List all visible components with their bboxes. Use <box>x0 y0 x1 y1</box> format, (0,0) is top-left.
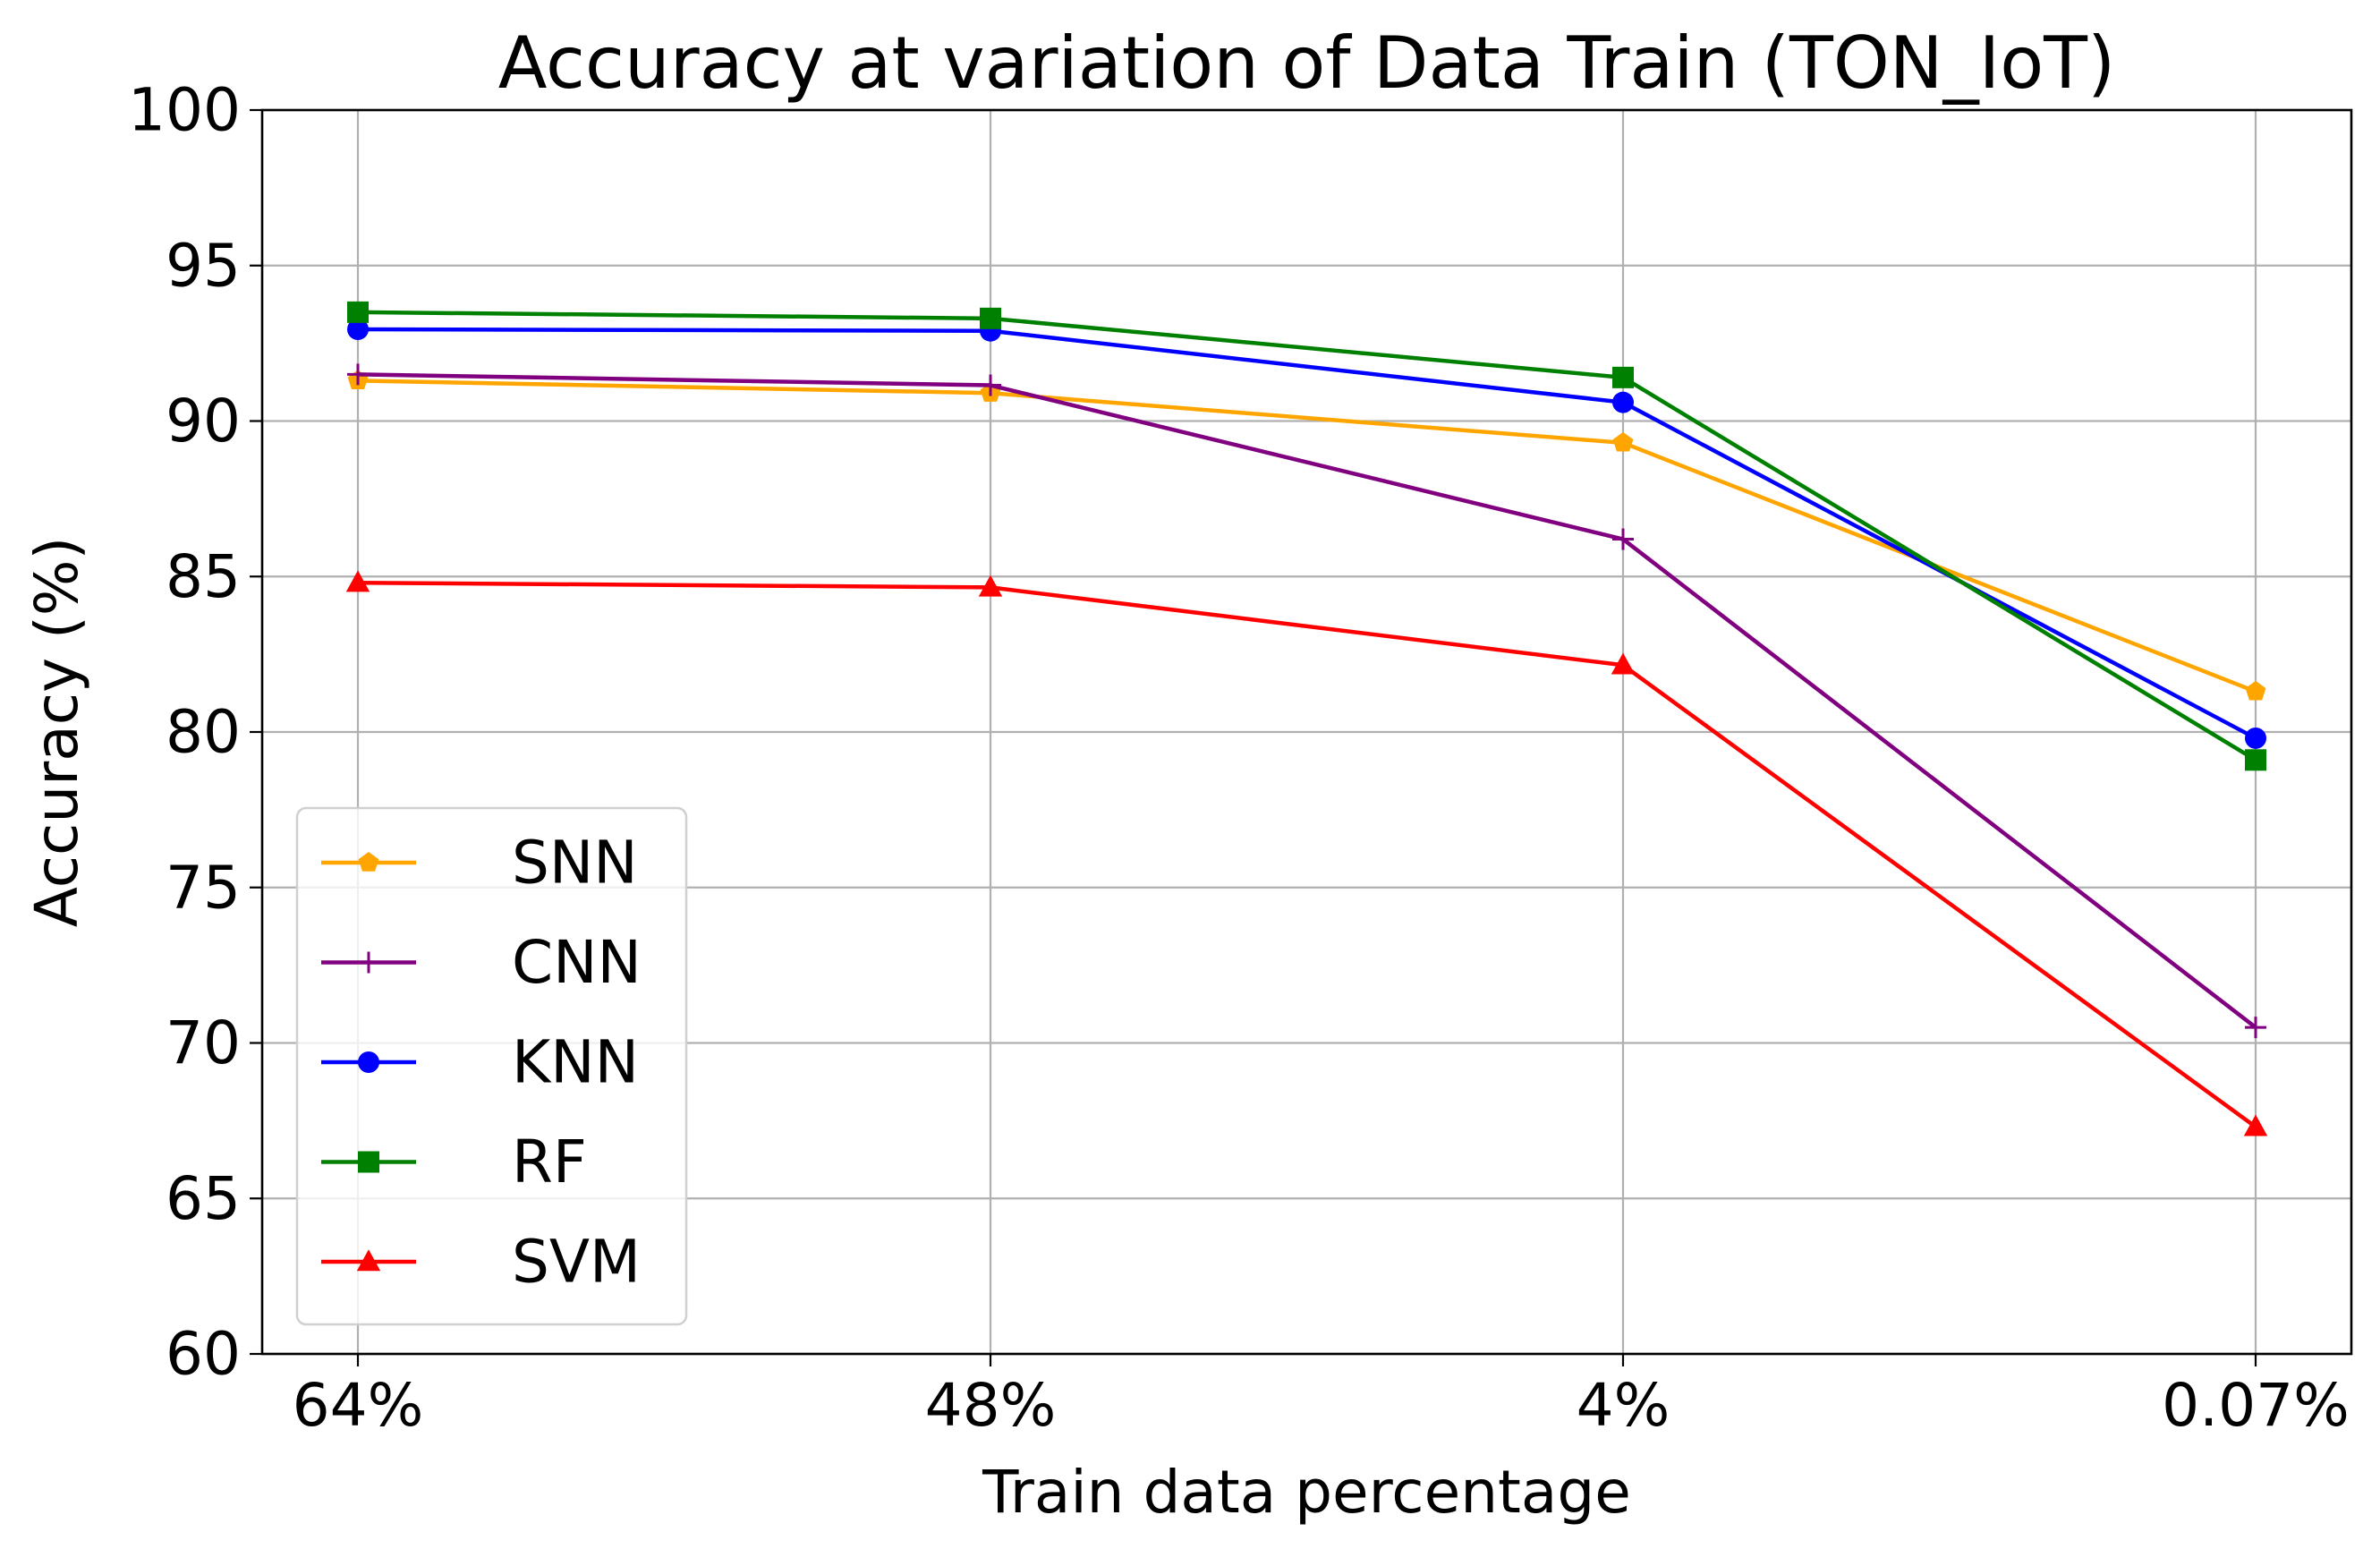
legend-label-snn: SNN <box>512 829 638 898</box>
legend-marker-svm <box>356 1249 381 1272</box>
legend-marker-snn <box>358 852 379 872</box>
data-point-rf <box>2245 749 2266 771</box>
data-point-cnn <box>2245 1017 2266 1039</box>
series-rf <box>347 301 2266 771</box>
legend-item-knn: KNN <box>321 1028 639 1097</box>
legend-label-svm: SVM <box>512 1228 641 1297</box>
data-point-knn <box>2245 727 2266 749</box>
series-knn <box>347 318 2266 749</box>
series-svm <box>345 570 2268 1136</box>
data-point-knn <box>347 318 369 340</box>
data-point-cnn <box>980 374 1001 396</box>
y-tick-label: 65 <box>166 1164 241 1233</box>
data-point-rf <box>980 307 1001 329</box>
y-tick-label: 80 <box>166 698 241 767</box>
data-point-snn <box>1612 431 1634 452</box>
legend-box <box>295 806 688 1326</box>
series-snn <box>347 370 2266 701</box>
legend-label-knn: KNN <box>512 1028 639 1097</box>
series-group <box>345 301 2268 1136</box>
x-axis-title: Train data percentage <box>982 1458 1631 1527</box>
x-tick-label: 64% <box>293 1371 424 1440</box>
series-line-knn <box>357 327 2257 740</box>
y-tick-label: 90 <box>166 387 241 455</box>
legend-marker-rf <box>358 1151 379 1173</box>
legend-label-cnn: CNN <box>512 928 642 997</box>
legend-item-cnn: CNN <box>321 928 642 997</box>
y-tick-label: 75 <box>166 853 241 922</box>
data-point-cnn <box>347 363 369 386</box>
legend-item-rf: RF <box>321 1128 587 1196</box>
x-tick-label: 0.07% <box>2162 1371 2350 1440</box>
legend-marker-knn <box>358 1051 379 1073</box>
y-tick-label: 85 <box>166 542 241 611</box>
legend: SNN CNN KNN RF SVM <box>295 806 688 1326</box>
series-cnn <box>347 363 2266 1039</box>
data-point-svm <box>2243 1114 2268 1136</box>
y-axis-title: Accuracy (%) <box>22 537 91 928</box>
y-tick-label: 60 <box>166 1320 241 1389</box>
legend-label-rf: RF <box>512 1128 587 1196</box>
axis-ticks: 60 65 70 75 80 85 90 95 100 64% 48% 4% 0.07% <box>128 76 2350 1441</box>
data-point-rf <box>347 301 369 323</box>
legend-item-svm: SVM <box>321 1228 641 1297</box>
legend-marker-cnn <box>358 951 379 974</box>
y-tick-label: 70 <box>166 1009 241 1077</box>
x-tick-label: 4% <box>1577 1371 1670 1440</box>
series-line-cnn <box>357 372 2257 1029</box>
data-point-svm <box>345 570 370 592</box>
data-point-cnn <box>1612 528 1634 550</box>
data-point-rf <box>1612 366 1634 388</box>
x-tick-label: 48% <box>925 1371 1057 1440</box>
data-point-knn <box>1612 391 1634 413</box>
legend-item-snn: SNN <box>321 829 638 898</box>
chart-title: Accuracy at variation of Data Train (TON… <box>498 21 2116 105</box>
y-tick-label: 100 <box>128 76 241 145</box>
data-point-svm <box>978 574 1003 597</box>
series-line-snn <box>357 379 2257 694</box>
series-line-rf <box>357 310 2257 762</box>
y-tick-label: 95 <box>166 231 241 300</box>
series-line-svm <box>357 580 2257 1129</box>
data-point-snn <box>2245 680 2266 701</box>
data-point-svm <box>1611 652 1636 675</box>
